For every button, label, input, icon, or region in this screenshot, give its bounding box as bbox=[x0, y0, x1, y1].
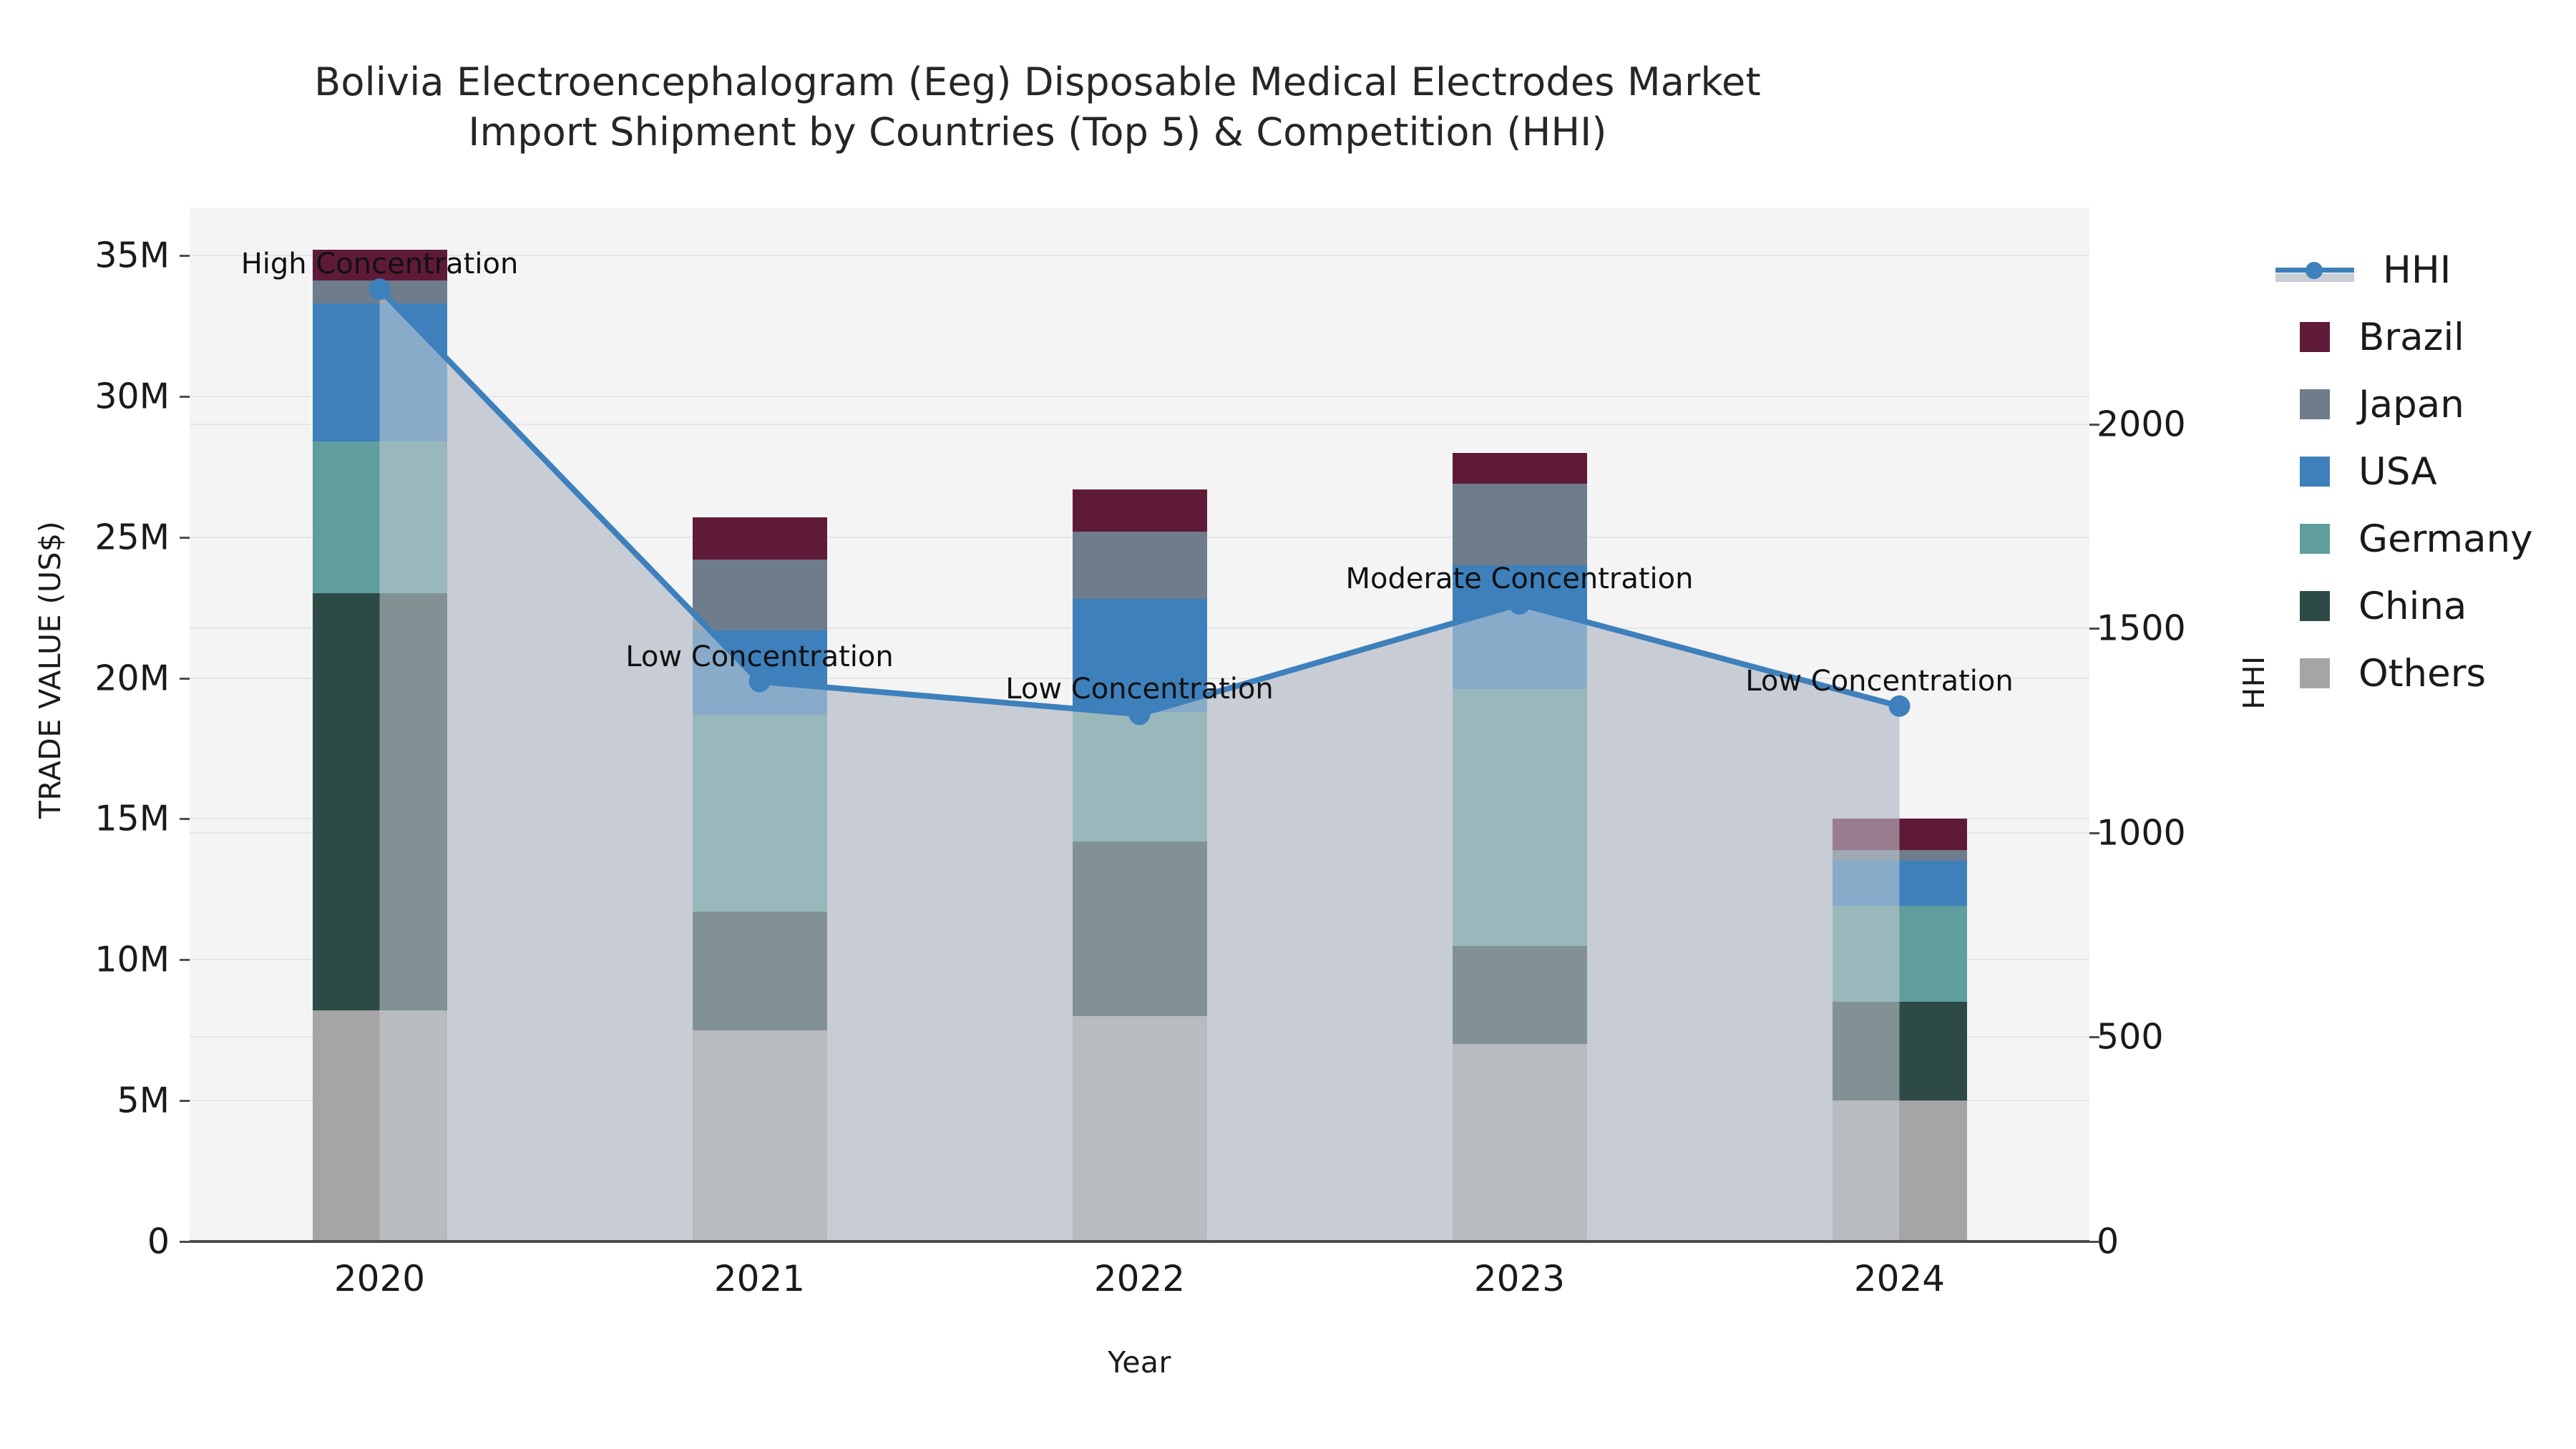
legend-swatch-icon bbox=[2300, 591, 2330, 621]
annotation-2023: Moderate Concentration bbox=[1345, 562, 1694, 595]
x-tick-2021: 2021 bbox=[713, 1258, 806, 1299]
legend-swatch-icon bbox=[2300, 322, 2330, 352]
x-axis-line bbox=[190, 1240, 2089, 1243]
legend-label: Brazil bbox=[2358, 315, 2464, 359]
legend-label: USA bbox=[2358, 449, 2437, 494]
legend-label: Germany bbox=[2358, 517, 2533, 561]
legend-swatch-icon bbox=[2300, 658, 2330, 688]
chart-legend: HHI Brazil Japan USA Germany China Others bbox=[2275, 236, 2533, 707]
y-tick-mark-right bbox=[2089, 1241, 2099, 1243]
y-tick-right-1000: 1000 bbox=[2097, 812, 2186, 854]
y-tick-left-15M: 15M bbox=[94, 798, 170, 839]
y-tick-mark-right bbox=[2089, 423, 2099, 426]
y-tick-left-30M: 30M bbox=[94, 376, 170, 417]
y-tick-right-500: 500 bbox=[2097, 1016, 2164, 1058]
annotation-2024: Low Concentration bbox=[1745, 664, 2014, 698]
legend-label: Japan bbox=[2358, 382, 2464, 426]
annotation-2020: High Concentration bbox=[240, 248, 519, 281]
y-tick-right-0: 0 bbox=[2097, 1221, 2119, 1262]
y-tick-mark-left bbox=[180, 1241, 190, 1243]
legend-swatch-icon bbox=[2300, 524, 2330, 554]
y-tick-mark-right bbox=[2089, 628, 2099, 630]
x-axis-label: Year bbox=[1108, 1345, 1171, 1380]
y-tick-mark-left bbox=[180, 818, 190, 821]
x-tick-2020: 2020 bbox=[333, 1258, 426, 1299]
legend-item-hhi[interactable]: HHI bbox=[2275, 236, 2533, 303]
chart-title-line-2: Import Shipment by Countries (Top 5) & C… bbox=[468, 109, 1607, 155]
gridline-left bbox=[190, 254, 2089, 256]
y-tick-mark-right bbox=[2089, 1036, 2099, 1039]
y-tick-left-25M: 25M bbox=[94, 517, 170, 558]
legend-line-icon bbox=[2275, 255, 2354, 285]
legend-label: China bbox=[2358, 584, 2467, 628]
y-tick-mark-left bbox=[180, 395, 190, 398]
y-tick-right-1500: 1500 bbox=[2097, 608, 2186, 649]
y-tick-mark-left bbox=[180, 536, 190, 539]
legend-label: Others bbox=[2358, 651, 2487, 696]
legend-item-germany[interactable]: Germany bbox=[2275, 505, 2533, 572]
legend-item-japan[interactable]: Japan bbox=[2275, 371, 2533, 438]
y-tick-right-2000: 2000 bbox=[2097, 404, 2186, 445]
chart-title: Bolivia Electroencephalogram (Eeg) Dispo… bbox=[0, 57, 2075, 157]
y-tick-mark-right bbox=[2089, 831, 2099, 834]
y-tick-mark-left bbox=[180, 254, 190, 257]
annotation-2021: Low Concentration bbox=[625, 640, 894, 673]
y-tick-left-10M: 10M bbox=[94, 939, 170, 980]
chart-title-line-1: Bolivia Electroencephalogram (Eeg) Dispo… bbox=[314, 59, 1761, 104]
x-tick-2024: 2024 bbox=[1853, 1258, 1946, 1299]
legend-item-others[interactable]: Others bbox=[2275, 640, 2533, 707]
y-axis-right-label: HHI bbox=[2237, 655, 2271, 710]
y-tick-mark-left bbox=[180, 677, 190, 680]
legend-item-usa[interactable]: USA bbox=[2275, 438, 2533, 505]
legend-swatch-icon bbox=[2300, 457, 2330, 487]
bar-segment-brazil-2020 bbox=[312, 250, 447, 281]
legend-label: HHI bbox=[2383, 248, 2451, 292]
y-tick-left-20M: 20M bbox=[94, 658, 170, 699]
y-tick-mark-left bbox=[180, 959, 190, 962]
y-tick-left-0: 0 bbox=[147, 1221, 170, 1262]
y-tick-left-5M: 5M bbox=[117, 1080, 170, 1121]
x-tick-2023: 2023 bbox=[1473, 1258, 1566, 1299]
legend-item-china[interactable]: China bbox=[2275, 572, 2533, 640]
y-tick-mark-left bbox=[180, 1100, 190, 1103]
y-axis-left-label: TRADE VALUE (US$) bbox=[33, 520, 67, 819]
annotation-2022: Low Concentration bbox=[1005, 673, 1274, 706]
legend-swatch-icon bbox=[2300, 389, 2330, 419]
y-tick-left-35M: 35M bbox=[94, 235, 170, 276]
x-tick-2022: 2022 bbox=[1093, 1258, 1186, 1299]
legend-item-brazil[interactable]: Brazil bbox=[2275, 303, 2533, 371]
